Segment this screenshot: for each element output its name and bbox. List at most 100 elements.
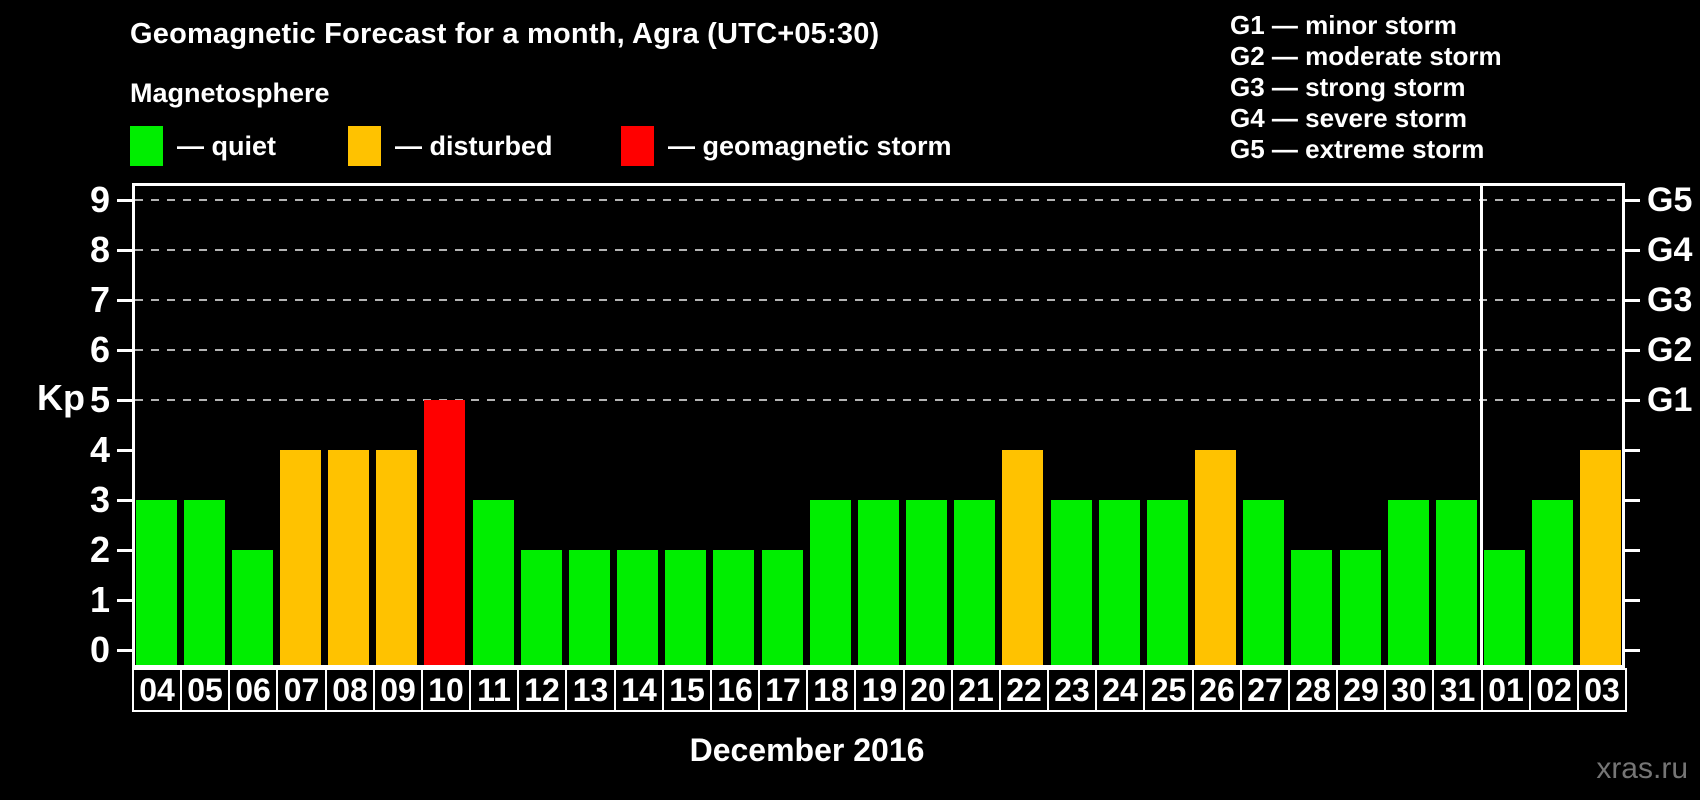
day-label-17: 17 xyxy=(758,668,808,712)
day-label-20: 20 xyxy=(903,668,953,712)
g-legend-line-g5: G5 — extreme storm xyxy=(1230,134,1485,164)
right-axis-tick-1 xyxy=(1625,599,1640,602)
kp-bar-day-08 xyxy=(328,450,369,668)
page-title: Geomagnetic Forecast for a month, Agra (… xyxy=(130,18,880,50)
day-label-15: 15 xyxy=(662,668,712,712)
left-axis-tick-6 xyxy=(117,349,132,352)
kp-bar-day-13 xyxy=(569,550,610,668)
day-label-02: 02 xyxy=(1529,668,1579,712)
g-legend-line-g4: G4 — severe storm xyxy=(1230,103,1468,133)
g-scale-label-g3: G3 xyxy=(1647,281,1693,319)
legend-item-quiet: — quiet xyxy=(130,124,276,168)
left-axis-tick-0 xyxy=(117,649,132,652)
day-label-29: 29 xyxy=(1336,668,1386,712)
day-label-16: 16 xyxy=(710,668,760,712)
g-scale-label-g5: G5 xyxy=(1647,181,1693,219)
y-axis-title-kp: Kp xyxy=(37,377,85,418)
day-label-07: 07 xyxy=(276,668,327,712)
day-label-14: 14 xyxy=(614,668,664,712)
left-axis-tick-3 xyxy=(117,499,132,502)
kp-bar-day-20 xyxy=(906,500,947,668)
kp-bar-day-11 xyxy=(473,500,514,668)
kp-bar-day-19 xyxy=(858,500,899,668)
g-scale-label-g4: G4 xyxy=(1647,231,1693,269)
kp-bar-day-28 xyxy=(1291,550,1332,668)
g-scale-label-g2: G2 xyxy=(1647,331,1693,369)
kp-bar-day-16 xyxy=(713,550,754,668)
y-tick-label-9: 9 xyxy=(89,179,110,220)
day-label-08: 08 xyxy=(325,668,375,712)
day-label-25: 25 xyxy=(1143,668,1194,712)
g-legend-line-g2: G2 — moderate storm xyxy=(1230,41,1502,71)
left-axis-tick-9 xyxy=(117,199,132,202)
kp-bar-day-26 xyxy=(1195,450,1236,668)
y-tick-label-5: 5 xyxy=(89,379,110,420)
kp-bar-day-15 xyxy=(665,550,706,668)
day-label-03: 03 xyxy=(1577,668,1627,712)
g-legend-line-g3: G3 — strong storm xyxy=(1230,72,1466,102)
kp-bar-day-23 xyxy=(1051,500,1092,668)
gridline-kp-6 xyxy=(135,349,1622,351)
y-tick-label-4: 4 xyxy=(89,429,110,470)
y-tick-label-7: 7 xyxy=(89,279,110,320)
kp-bar-day-21 xyxy=(954,500,995,668)
kp-bar-day-05 xyxy=(184,500,225,668)
day-label-12: 12 xyxy=(517,668,567,712)
day-label-23: 23 xyxy=(1047,668,1097,712)
gridline-kp-5 xyxy=(135,399,1622,401)
kp-bar-day-01 xyxy=(1484,550,1525,668)
left-axis-tick-4 xyxy=(117,449,132,452)
kp-bar-day-09 xyxy=(376,450,417,668)
kp-bar-day-29 xyxy=(1340,550,1381,668)
day-label-26: 26 xyxy=(1192,668,1242,712)
kp-bar-day-03 xyxy=(1580,450,1621,668)
kp-bar-day-24 xyxy=(1099,500,1140,668)
y-tick-label-3: 3 xyxy=(89,479,110,520)
left-axis-tick-8 xyxy=(117,249,132,252)
day-label-31: 31 xyxy=(1432,668,1483,712)
left-axis-tick-2 xyxy=(117,549,132,552)
day-label-10: 10 xyxy=(421,668,471,712)
day-label-30: 30 xyxy=(1384,668,1434,712)
right-axis-tick-3 xyxy=(1625,499,1640,502)
kp-bar-day-31 xyxy=(1436,500,1477,668)
right-axis-tick-2 xyxy=(1625,549,1640,552)
day-label-09: 09 xyxy=(373,668,423,712)
kp-bar-day-06 xyxy=(232,550,273,668)
kp-bar-day-12 xyxy=(521,550,562,668)
disturbed-color-swatch xyxy=(348,126,381,166)
month-separator-line xyxy=(1480,185,1483,666)
kp-bar-day-14 xyxy=(617,550,658,668)
x-axis-month-label: December 2016 xyxy=(689,732,925,768)
left-axis-tick-7 xyxy=(117,299,132,302)
y-tick-label-8: 8 xyxy=(89,229,110,270)
right-axis-tick-4 xyxy=(1625,449,1640,452)
kp-bar-day-04 xyxy=(136,500,177,668)
kp-bar-day-25 xyxy=(1147,500,1188,668)
gridline-kp-7 xyxy=(135,299,1622,301)
y-tick-label-1: 1 xyxy=(89,579,110,620)
day-label-06: 06 xyxy=(228,668,278,712)
legend-item-storm: — geomagnetic storm xyxy=(621,124,952,168)
quiet-color-swatch xyxy=(130,126,163,166)
right-axis-tick-0 xyxy=(1625,649,1640,652)
g-legend-line-g1: G1 — minor storm xyxy=(1230,10,1457,40)
day-label-04: 04 xyxy=(132,668,182,712)
kp-bar-day-18 xyxy=(810,500,851,668)
legend-label-disturbed: — disturbed xyxy=(395,130,553,161)
gridline-kp-8 xyxy=(135,249,1622,251)
day-label-11: 11 xyxy=(469,668,519,712)
left-axis-tick-1 xyxy=(117,599,132,602)
gridline-kp-9 xyxy=(135,199,1622,201)
day-label-19: 19 xyxy=(854,668,905,712)
day-label-22: 22 xyxy=(999,668,1049,712)
day-label-01: 01 xyxy=(1481,668,1531,712)
kp-bar-day-02 xyxy=(1532,500,1573,668)
kp-bar-day-07 xyxy=(280,450,321,668)
left-axis-tick-5 xyxy=(117,399,132,402)
day-label-18: 18 xyxy=(806,668,856,712)
y-tick-label-2: 2 xyxy=(89,529,110,570)
right-axis-tick-7 xyxy=(1625,299,1640,302)
kp-bar-day-27 xyxy=(1243,500,1284,668)
